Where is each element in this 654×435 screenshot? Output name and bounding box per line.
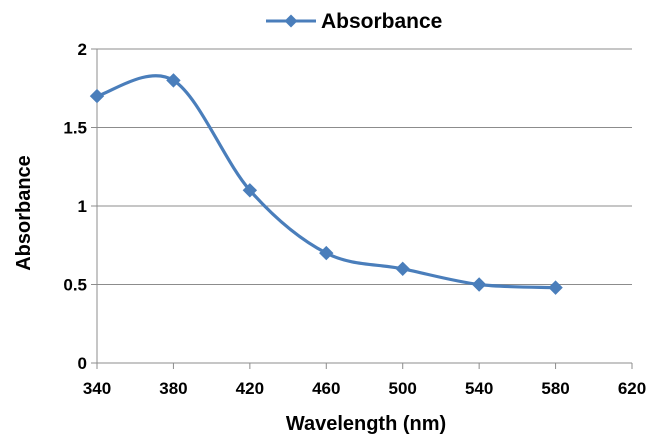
x-tick-label: 500 <box>389 379 417 398</box>
data-point-marker <box>471 277 487 292</box>
data-point-marker <box>166 73 181 88</box>
data-point-marker <box>548 280 563 295</box>
grid-layer <box>97 48 632 285</box>
series-layer <box>89 73 563 295</box>
y-tick-label: 0.5 <box>63 276 87 295</box>
x-tick-label: 460 <box>312 379 340 398</box>
y-axis-title: Absorbance <box>13 155 35 271</box>
label-layer: 0 0.5 1 1.5 2 340 380 420 460 500 540 580 620 <box>63 40 646 398</box>
legend-diamond-marker <box>284 14 298 28</box>
y-tick-label: 1.5 <box>63 119 87 138</box>
data-point-marker <box>395 261 410 277</box>
legend-entry-label: Absorbance <box>321 10 442 33</box>
y-tick-label: 0 <box>78 354 87 373</box>
data-point-marker <box>242 183 258 198</box>
y-tick-label: 1 <box>78 197 87 216</box>
x-tick-label: 420 <box>236 379 264 398</box>
x-tick-label: 380 <box>159 379 187 398</box>
x-tick-label: 340 <box>83 379 111 398</box>
x-tick-label: 580 <box>541 379 569 398</box>
y-tick-label: 2 <box>78 40 87 59</box>
x-tick-label: 620 <box>618 379 646 398</box>
legend: Absorbance <box>266 10 442 33</box>
data-point-marker <box>319 245 334 261</box>
x-axis-title: Wavelength (nm) <box>286 413 446 435</box>
x-tick-label: 540 <box>465 379 493 398</box>
data-point-marker <box>89 88 105 104</box>
axis-layer <box>91 48 633 369</box>
